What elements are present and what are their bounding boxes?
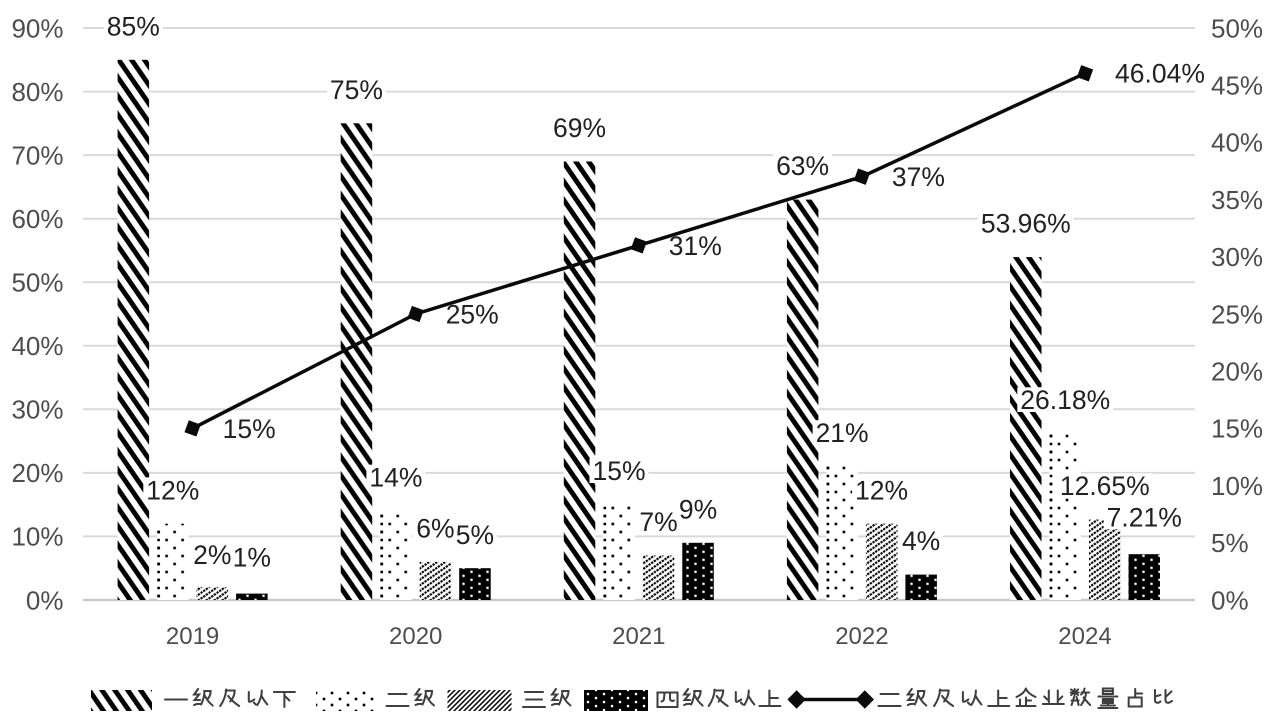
svg-text:7%: 7% [639,507,677,537]
svg-text:60%: 60% [11,204,63,234]
svg-text:50%: 50% [1211,13,1263,43]
svg-text:15%: 15% [592,456,645,486]
svg-text:10%: 10% [1211,471,1263,501]
svg-text:46.04%: 46.04% [1115,59,1205,89]
svg-text:15%: 15% [1211,414,1263,444]
svg-text:9%: 9% [679,494,717,524]
svg-text:69%: 69% [553,113,606,143]
svg-text:5%: 5% [456,520,494,550]
svg-text:7.21%: 7.21% [1107,503,1182,533]
svg-text:4%: 4% [902,526,940,556]
svg-text:1%: 1% [233,543,271,573]
svg-text:35%: 35% [1211,185,1263,215]
svg-text:20%: 20% [11,458,63,488]
svg-text:0%: 0% [26,585,64,615]
svg-text:2020: 2020 [389,623,442,650]
svg-text:2021: 2021 [612,623,665,650]
svg-text:30%: 30% [1211,242,1263,272]
svg-text:85%: 85% [107,11,160,41]
svg-text:25%: 25% [446,299,499,329]
svg-text:15%: 15% [223,414,276,444]
svg-text:12%: 12% [855,475,908,505]
svg-text:63%: 63% [776,151,829,181]
svg-text:45%: 45% [1211,71,1263,101]
svg-text:12.65%: 12.65% [1060,471,1150,501]
svg-text:6%: 6% [416,513,454,543]
svg-text:2019: 2019 [166,623,219,650]
svg-text:53.96%: 53.96% [981,209,1071,239]
svg-text:25%: 25% [1211,299,1263,329]
svg-text:40%: 40% [1211,128,1263,158]
svg-text:40%: 40% [11,331,63,361]
svg-text:20%: 20% [1211,357,1263,387]
svg-text:12%: 12% [146,475,199,505]
svg-text:2024: 2024 [1058,623,1111,650]
svg-text:10%: 10% [11,522,63,552]
svg-text:30%: 30% [11,395,63,425]
svg-text:37%: 37% [892,162,945,192]
svg-text:31%: 31% [669,231,722,261]
svg-text:26.18%: 26.18% [1020,385,1110,415]
svg-text:50%: 50% [11,268,63,298]
svg-text:75%: 75% [330,75,383,105]
svg-text:2%: 2% [193,540,231,570]
svg-text:70%: 70% [11,140,63,170]
svg-text:5%: 5% [1211,528,1249,558]
svg-text:2022: 2022 [835,623,888,650]
svg-text:14%: 14% [369,463,422,493]
svg-text:90%: 90% [11,13,63,43]
svg-text:80%: 80% [11,77,63,107]
svg-text:21%: 21% [816,418,869,448]
svg-text:0%: 0% [1211,585,1249,615]
